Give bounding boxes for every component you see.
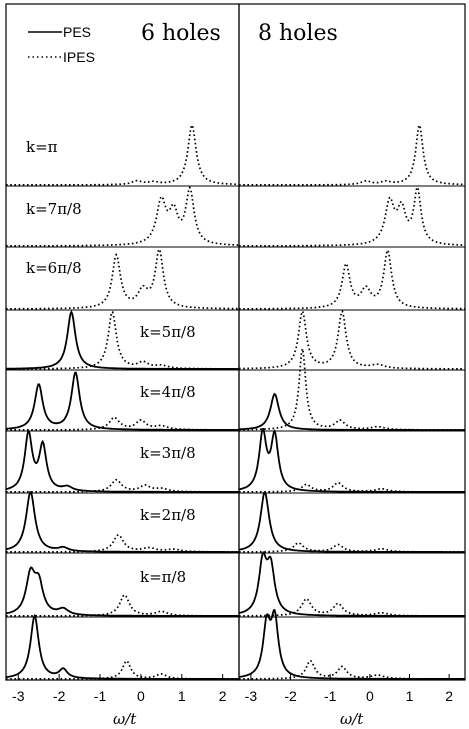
x-tick-label: -3 [12,688,25,704]
x-axis-label-left: ω/t [113,710,137,728]
k-label-7pi-8: k=7π/8 [26,200,82,218]
panel-title-right: 8 holes [258,21,338,46]
ipes-curve [6,124,239,186]
ipes-curve [239,185,465,247]
pes-curve [5,428,239,493]
plot-frame-right [238,3,466,681]
ipes-curve [6,478,239,493]
x-tick-label: -3 [245,688,258,704]
ipes-curve [6,534,239,553]
ipes-curve [6,660,239,680]
pes-curve [238,609,465,680]
k-label-5pi-8: k=5π/8 [140,323,196,341]
pes-curve [5,566,239,617]
x-tick-label: 2 [445,688,453,704]
k-labels: k=π k=7π/8 k=6π/8 k=5π/8 k=4π/8 k=3π/8 k… [26,138,196,586]
pes-curve [238,490,465,553]
x-tick-label: -1 [324,688,337,704]
ipes-curve [6,310,239,370]
ipes-curve [239,124,465,186]
legend-pes-label: PES [63,24,91,40]
x-axis-label-right: ω/t [340,710,364,728]
panel-title-left: 6 holes [141,21,221,46]
legend-ipes-label: IPES [63,49,95,65]
k-label-pi-8: k=π/8 [140,568,186,586]
k-label-pi: k=π [26,138,58,156]
k-label-4pi-8: k=4π/8 [140,383,196,401]
pes-curve [6,309,239,370]
k-label-6pi-8: k=6π/8 [26,259,82,277]
x-tick-label: 0 [137,688,145,704]
pes-curve [6,371,239,431]
x-tick-label: 0 [366,688,374,704]
legend: PES IPES [28,24,95,65]
ipes-curve [6,416,239,431]
spectra-curves [5,124,466,680]
pes-curve [238,427,465,493]
pes-curve [5,613,239,680]
ipes-curve [239,481,465,493]
x-tick-label: -2 [53,688,66,704]
ipes-curve [239,659,465,680]
ipes-curve [239,248,466,310]
pes-curve [5,490,239,553]
x-tick-label: -1 [94,688,107,704]
k-label-2pi-8: k=2π/8 [140,506,196,524]
pes-curve [238,392,465,431]
x-tick-label: -2 [284,688,297,704]
ipes-curve [6,593,239,617]
ipes-curve [6,185,239,247]
ipes-curve [239,542,465,553]
ipes-curve [239,348,465,431]
pes-curve [238,550,465,617]
x-tick-labels: -3 -2 -1 0 1 2 -3 -2 -1 0 1 2 [12,688,453,704]
ipes-curve [6,247,239,310]
x-tick-label: 2 [219,688,227,704]
row-baselines [6,185,465,618]
x-tick-label: 1 [406,688,414,704]
x-tick-label: 1 [178,688,186,704]
x-ticks [17,674,450,680]
k-label-3pi-8: k=3π/8 [140,444,196,462]
ipes-curve [239,309,465,370]
